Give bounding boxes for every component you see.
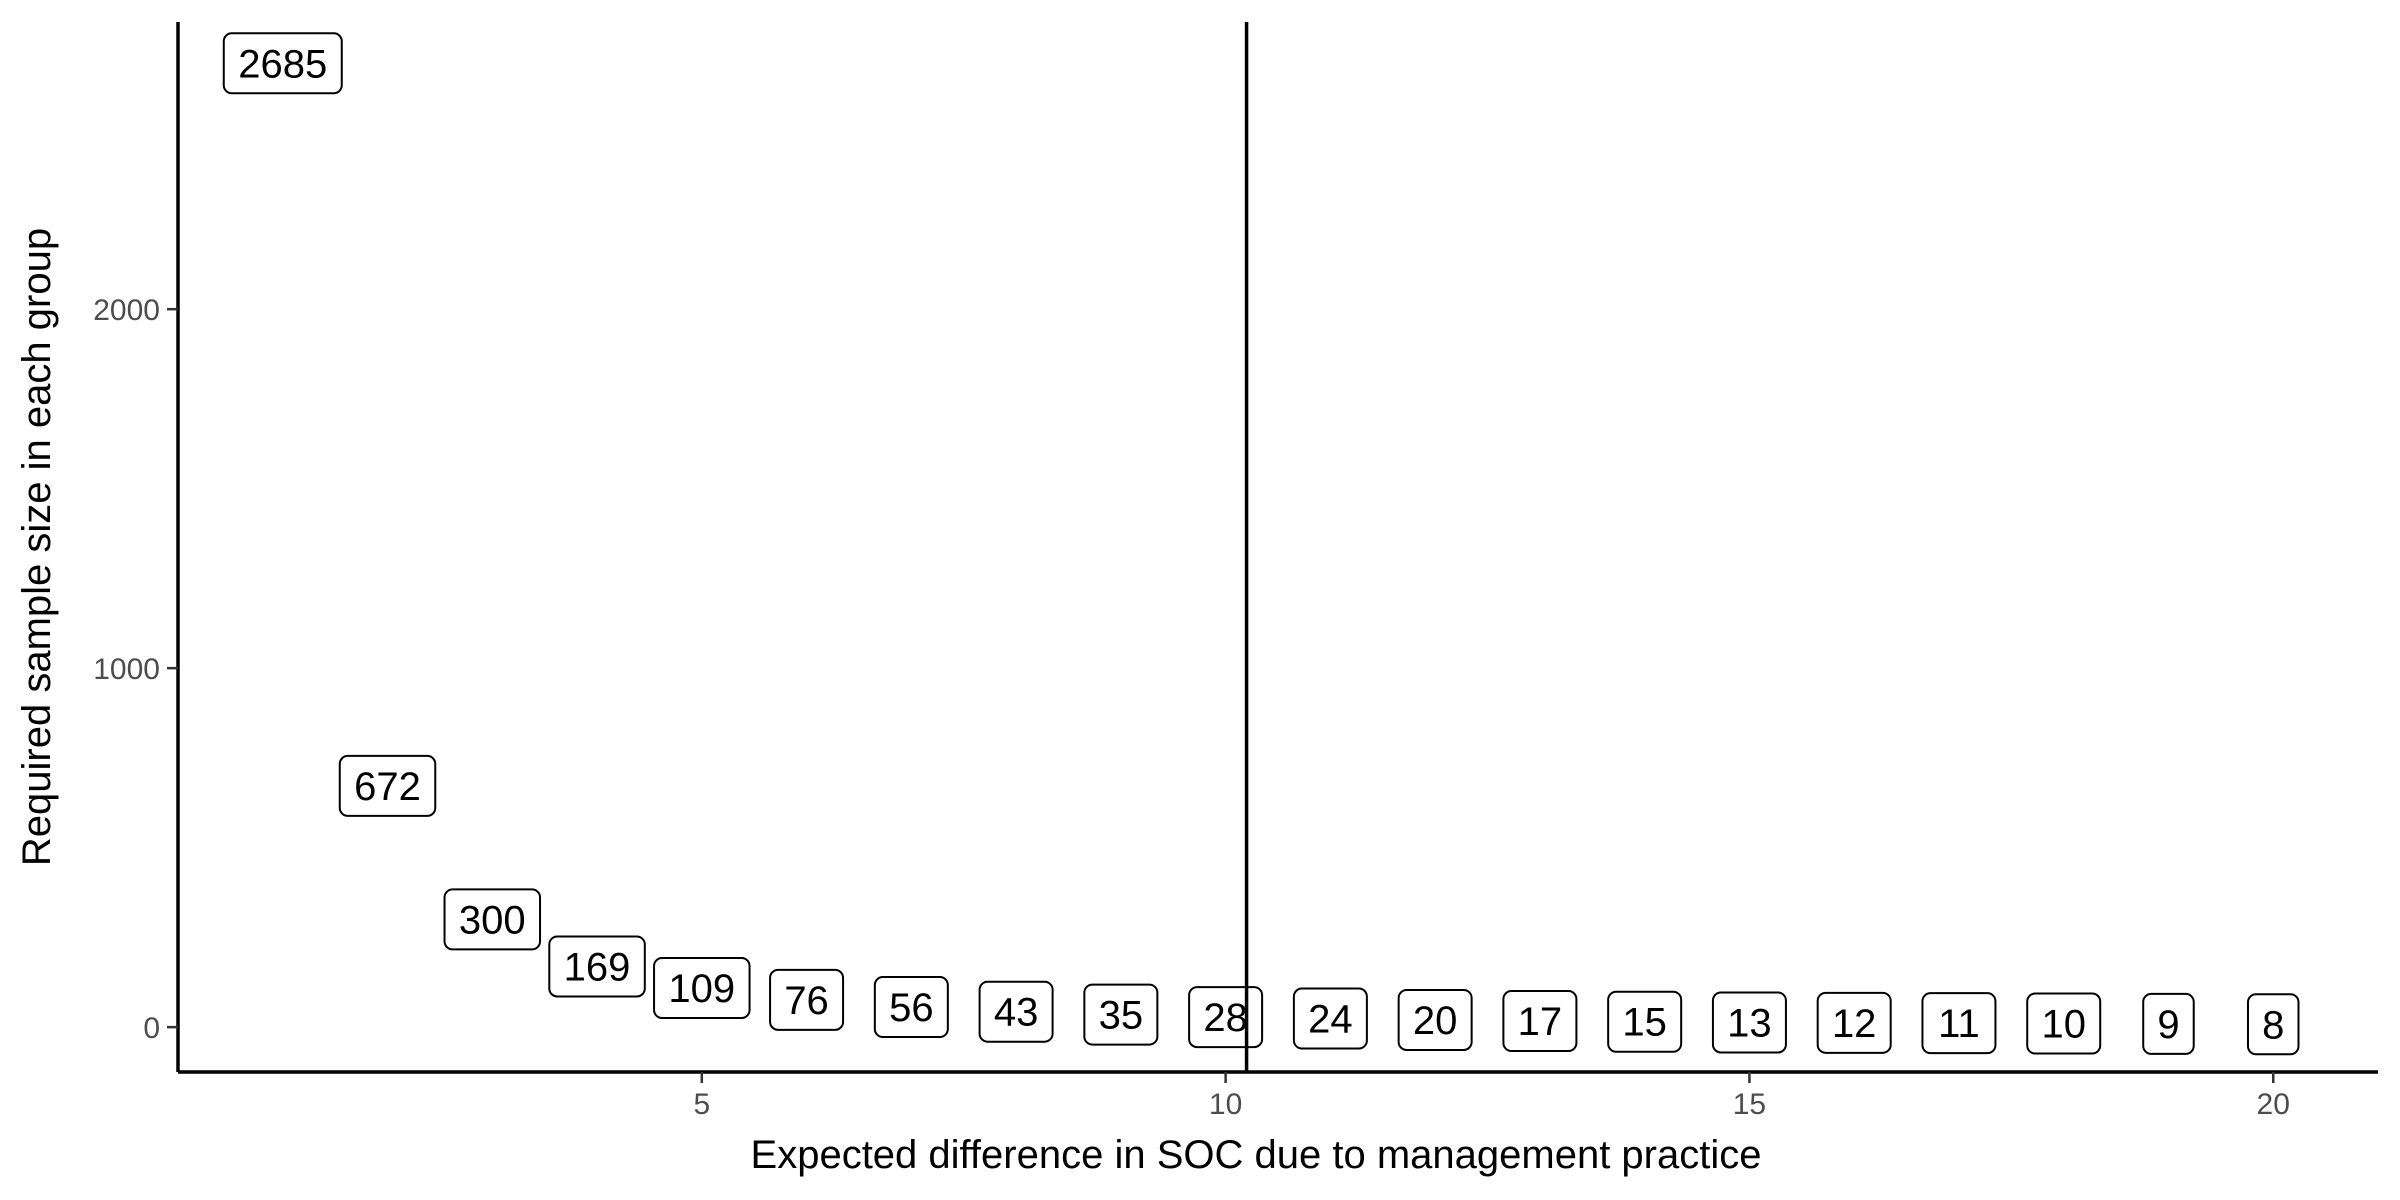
label-text: 109 [668,967,735,1011]
label-box [1816,991,1892,1054]
label-text: 10 [2041,1003,2086,1047]
label-box [1502,990,1578,1053]
y-axis-ticks: 0 1000 2000 [93,294,178,1045]
data-point-label: 17 [1502,990,1578,1053]
label-box [548,935,646,998]
label-text: 76 [784,979,829,1023]
label-text: 11 [1938,1002,1980,1046]
x-tick-label: 10 [1209,1088,1242,1121]
data-point-label: 13 [1711,991,1787,1054]
data-point-label: 15 [1607,990,1683,1053]
label-text: 300 [459,898,526,942]
data-point-label: 56 [873,976,949,1039]
label-box [653,957,751,1019]
data-point-label: 8 [2246,993,2300,1056]
label-text: 9 [2157,1003,2179,1047]
label-box [1292,987,1368,1050]
label-box [1921,992,1997,1055]
label-text: 28 [1203,996,1248,1040]
label-box [222,32,343,95]
label-box [769,968,845,1031]
y-tick-label: 1000 [93,653,160,686]
x-axis-title: Expected difference in SOC due to manage… [751,1133,1762,1177]
label-text: 672 [354,765,421,809]
label-text: 13 [1727,1001,1772,1045]
label-box [2142,992,2195,1055]
data-point-label: 10 [2026,992,2102,1055]
label-text: 56 [889,986,934,1030]
y-axis-title: Required sample size in each group [15,228,59,866]
label-box [2246,993,2300,1056]
data-point-label: 169 [548,935,646,998]
label-box [1083,983,1159,1046]
label-box [1188,986,1264,1049]
data-point-label: 28 [1188,986,1264,1049]
data-point-label: 672 [338,754,437,817]
label-text: 35 [1099,994,1144,1038]
data-point-label: 2685 [222,32,343,95]
label-text: 15 [1622,1001,1667,1045]
label-text: 2685 [238,42,327,86]
label-box [1397,988,1473,1051]
y-tick-label: 0 [143,1012,160,1045]
x-tick-label: 5 [693,1088,710,1121]
data-point-label: 9 [2142,992,2195,1055]
data-point-label: 11 [1921,992,1997,1055]
data-point-label: 43 [978,980,1054,1043]
label-text: 24 [1308,998,1353,1042]
label-box [443,888,542,951]
label-text: 17 [1518,1000,1563,1044]
data-point-label: 12 [1816,991,1892,1054]
label-box [2026,992,2102,1055]
label-text: 8 [2262,1003,2284,1047]
x-tick-label: 15 [1733,1088,1766,1121]
label-box [1711,991,1787,1054]
data-point-label: 35 [1083,983,1159,1046]
label-text: 12 [1832,1002,1877,1046]
label-box [978,980,1054,1043]
label-text: 43 [994,991,1039,1035]
data-point-label: 24 [1292,987,1368,1050]
data-point-label: 109 [653,957,751,1019]
label-text: 20 [1413,999,1458,1043]
x-tick-label: 20 [2257,1088,2290,1121]
label-text: 169 [564,945,631,989]
x-axis-ticks: 5 10 15 20 [693,1072,2290,1121]
label-box [1607,990,1683,1053]
label-box [338,754,437,817]
data-point-label: 76 [769,968,845,1031]
data-point-label: 300 [443,888,542,951]
y-tick-label: 2000 [93,294,160,327]
label-box [873,976,949,1039]
data-point-label: 20 [1397,988,1473,1051]
